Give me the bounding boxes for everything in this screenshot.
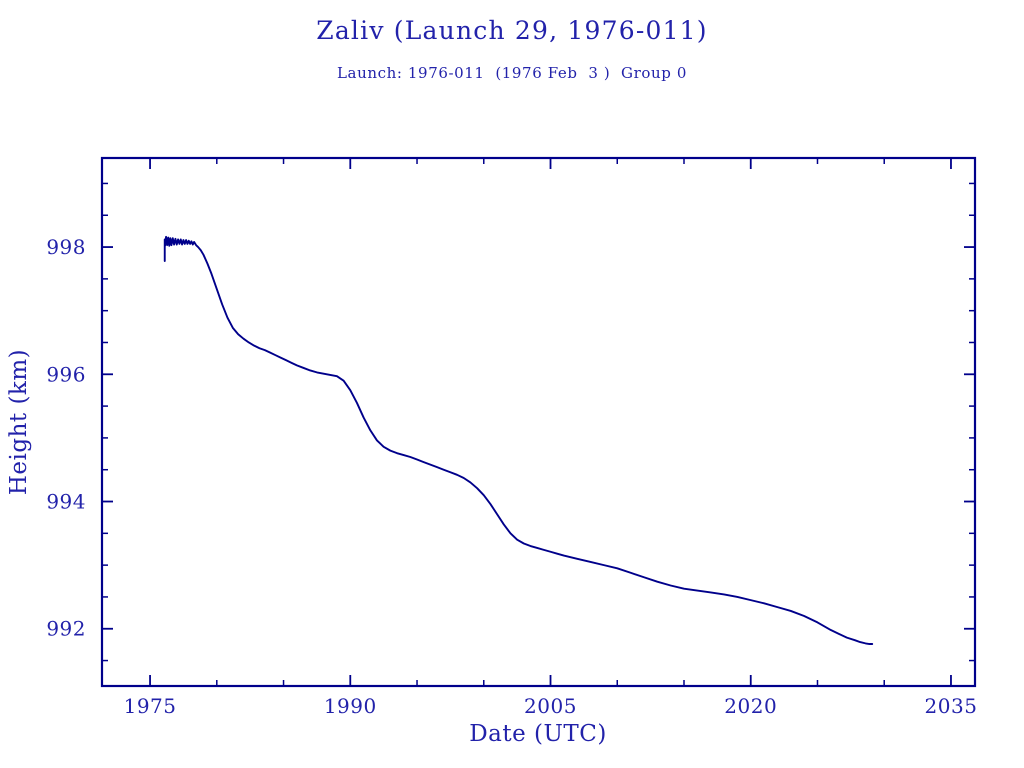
chart-subtitle: Launch: 1976-011 (1976 Feb 3 ) Group 0 [337,64,687,82]
x-tick-label: 1990 [324,694,377,718]
plot-frame [100,156,977,688]
y-axis-minor-ticks [102,182,975,662]
y-axis-tick-labels: 992 994 996 998 [46,235,86,641]
chart-title: Zaliv (Launch 29, 1976-011) [316,16,708,45]
x-axis-minor-ticks [216,158,885,686]
height-series-line [163,235,874,645]
y-axis-title: Height (km) [6,349,32,495]
y-tick-label: 994 [46,490,86,514]
x-tick-label: 2005 [524,694,577,718]
x-axis-major-ticks [149,158,952,686]
x-tick-label: 2035 [925,694,978,718]
x-axis-tick-labels: 1975 1990 2005 2020 2035 [124,694,978,718]
y-tick-label: 998 [46,235,86,259]
x-tick-label: 1975 [124,694,177,718]
x-axis-title: Date (UTC) [469,721,607,747]
y-tick-label: 992 [46,617,86,641]
y-tick-label: 996 [46,362,86,386]
x-tick-label: 2020 [724,694,777,718]
y-axis-major-ticks [102,246,975,630]
